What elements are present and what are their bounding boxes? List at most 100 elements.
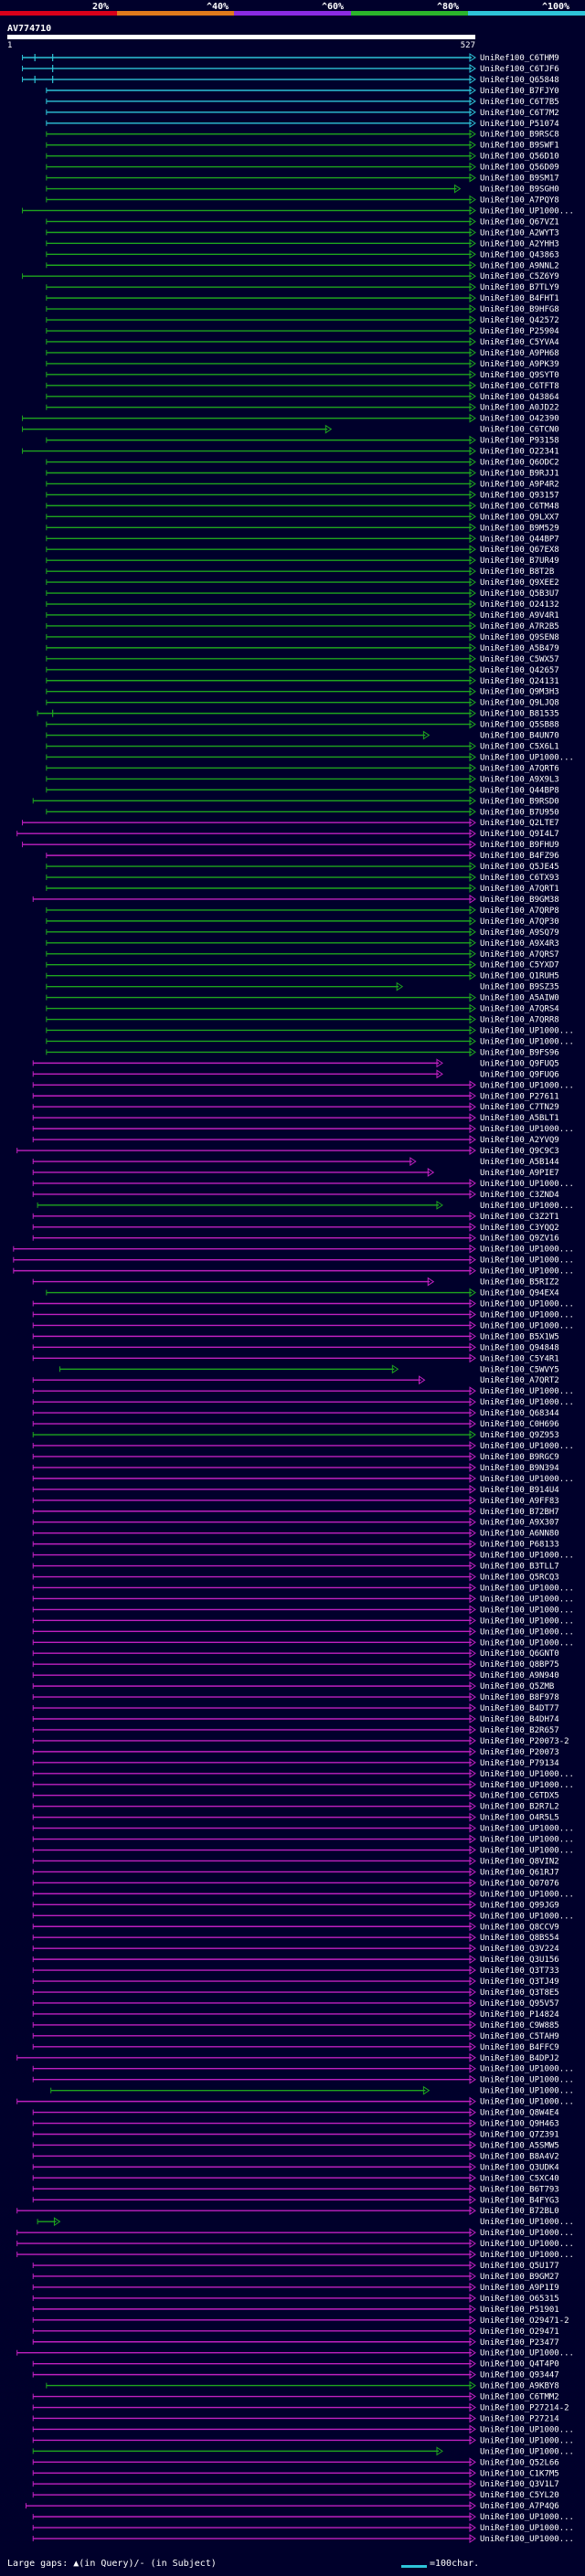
hit-row[interactable]: UniRef100_C5Y4R1 <box>32 1353 559 1363</box>
hit-row[interactable]: UniRef100_O29471 <box>32 2326 559 2337</box>
hit-row[interactable]: UniRef100_B4DH74 <box>32 1714 559 1724</box>
hit-label[interactable]: UniRef100_Q3T8E5 <box>480 1988 559 1998</box>
hit-label[interactable]: UniRef100_UP1000... <box>480 1606 574 1615</box>
hit-label[interactable]: UniRef100_Q52L66 <box>480 2458 559 2467</box>
hit-label[interactable]: UniRef100_UP1000... <box>480 1627 574 1637</box>
hit-row[interactable]: UniRef100_A7PQY8 <box>46 195 559 205</box>
hit-label[interactable]: UniRef100_UP1000... <box>480 1180 574 1189</box>
hit-row[interactable]: UniRef100_Q65848 <box>22 74 559 85</box>
hit-label[interactable]: UniRef100_C5YL20 <box>480 2491 559 2500</box>
hit-label[interactable]: UniRef100_C5XC40 <box>480 2174 559 2183</box>
hit-label[interactable]: UniRef100_Q9ZV16 <box>480 1235 559 1244</box>
hit-row[interactable]: UniRef100_B4FHT1 <box>46 293 559 303</box>
hit-row[interactable]: UniRef100_UP1000... <box>32 1441 574 1451</box>
hit-row[interactable]: UniRef100_UP1000... <box>32 1638 574 1648</box>
hit-label[interactable]: UniRef100_A7P4Q6 <box>480 2502 559 2511</box>
hit-label[interactable]: UniRef100_B3TLL7 <box>480 1563 559 1572</box>
hit-row[interactable]: UniRef100_Q5RCQ3 <box>32 1572 559 1583</box>
hit-row[interactable]: UniRef100_Q44BP8 <box>46 785 559 795</box>
hit-label[interactable]: UniRef100_O65315 <box>480 2295 559 2304</box>
hit-label[interactable]: UniRef100_B9SGH0 <box>480 186 559 195</box>
hit-label[interactable]: UniRef100_UP1000... <box>480 1387 574 1396</box>
hit-row[interactable]: UniRef100_UP1000... <box>32 1616 574 1626</box>
hit-label[interactable]: UniRef100_P27214 <box>480 2414 559 2423</box>
hit-label[interactable]: UniRef100_Q95V57 <box>480 1999 559 2009</box>
hit-row[interactable]: UniRef100_A9KBY8 <box>46 2380 559 2391</box>
hit-label[interactable]: UniRef100_Q42657 <box>480 666 559 675</box>
hit-row[interactable]: UniRef100_A7P4Q6 <box>25 2501 559 2511</box>
hit-label[interactable]: UniRef100_C5WX57 <box>480 655 559 664</box>
hit-label[interactable]: UniRef100_C6TX93 <box>480 874 559 883</box>
hit-row[interactable]: UniRef100_A9SQ79 <box>46 927 559 938</box>
hit-label[interactable]: UniRef100_B4DT77 <box>480 1704 559 1713</box>
hit-label[interactable]: UniRef100_UP1000... <box>480 207 574 216</box>
hit-label[interactable]: UniRef100_B9GM27 <box>480 2273 559 2282</box>
hit-row[interactable]: UniRef100_P23477 <box>32 2337 559 2348</box>
hit-label[interactable]: UniRef100_UP1000... <box>480 1267 574 1277</box>
hit-row[interactable]: UniRef100_Q9XEE2 <box>46 578 559 588</box>
hit-row[interactable]: UniRef100_UP1000... <box>46 1036 574 1046</box>
hit-label[interactable]: UniRef100_O22341 <box>480 448 559 457</box>
hit-row[interactable]: UniRef100_Q3U156 <box>32 1955 559 1965</box>
hit-row[interactable]: UniRef100_O42390 <box>22 413 559 424</box>
hit-row[interactable]: UniRef100_C6TDX5 <box>32 1790 559 1801</box>
hit-row[interactable]: UniRef100_UP1000... <box>32 1594 574 1604</box>
hit-label[interactable]: UniRef100_Q7Z391 <box>480 2131 559 2140</box>
hit-label[interactable]: UniRef100_A6NN80 <box>480 1530 559 1539</box>
hit-row[interactable]: UniRef100_C6TCN0 <box>22 424 559 435</box>
hit-row[interactable]: UniRef100_Q9SEN8 <box>46 631 559 642</box>
hit-label[interactable]: UniRef100_B9RSC8 <box>480 131 559 140</box>
hit-row[interactable]: UniRef100_UP1000... <box>32 1473 574 1484</box>
hit-label[interactable]: UniRef100_A2YHH3 <box>480 239 559 249</box>
hit-row[interactable]: UniRef100_B9N394 <box>32 1462 559 1473</box>
hit-row[interactable]: UniRef100_P79134 <box>32 1757 559 1768</box>
hit-row[interactable]: UniRef100_Q8BP75 <box>32 1659 559 1670</box>
hit-row[interactable]: UniRef100_UP1000... <box>16 2250 574 2260</box>
hit-label[interactable]: UniRef100_C5Z6Y9 <box>480 272 559 281</box>
hit-row[interactable]: UniRef100_B9SM17 <box>46 173 559 184</box>
hit-row[interactable]: UniRef100_C3ZND4 <box>32 1189 559 1200</box>
hit-label[interactable]: UniRef100_C5Y4R1 <box>480 1354 559 1363</box>
hit-label[interactable]: UniRef100_Q6ODC2 <box>480 459 559 468</box>
hit-label[interactable]: UniRef100_UP1000... <box>480 2098 574 2107</box>
hit-label[interactable]: UniRef100_P51074 <box>480 120 559 129</box>
hit-row[interactable]: UniRef100_P27611 <box>32 1091 559 1101</box>
hit-row[interactable]: UniRef100_P25904 <box>46 326 559 336</box>
hit-row[interactable]: UniRef100_B9GM27 <box>32 2272 559 2282</box>
hit-label[interactable]: UniRef100_B4UN70 <box>480 732 559 741</box>
hit-row[interactable]: UniRef100_A9V4R1 <box>46 610 559 620</box>
hit-row[interactable]: UniRef100_Q5U177 <box>32 2261 559 2271</box>
hit-label[interactable]: UniRef100_B2R657 <box>480 1726 559 1735</box>
hit-label[interactable]: UniRef100_UP1000... <box>480 1398 574 1407</box>
hit-label[interactable]: UniRef100_Q9FUQ6 <box>480 1070 559 1079</box>
hit-label[interactable]: UniRef100_O29471 <box>480 2327 559 2337</box>
hit-row[interactable]: UniRef100_Q94848 <box>32 1342 559 1352</box>
hit-label[interactable]: UniRef100_Q94EX4 <box>480 1289 559 1299</box>
hit-row[interactable]: UniRef100_UP1000... <box>50 2085 574 2096</box>
hit-label[interactable]: UniRef100_Q4T4P0 <box>480 2360 559 2369</box>
hit-label[interactable]: UniRef100_B9RGC9 <box>480 1453 559 1462</box>
hit-row[interactable]: UniRef100_C5X6L1 <box>46 741 559 752</box>
hit-row[interactable]: UniRef100_A9FF83 <box>32 1495 559 1506</box>
hit-label[interactable]: UniRef100_C5YVA4 <box>480 338 559 347</box>
hit-row[interactable]: UniRef100_UP1000... <box>32 1124 574 1134</box>
hit-label[interactable]: UniRef100_P20073-2 <box>480 1737 569 1746</box>
hit-label[interactable]: UniRef100_A7QRT6 <box>480 764 559 773</box>
hit-label[interactable]: UniRef100_A0JD22 <box>480 404 559 413</box>
hit-label[interactable]: UniRef100_B9SZ35 <box>480 983 559 992</box>
hit-row[interactable]: UniRef100_Q3V224 <box>32 1944 559 1954</box>
hit-label[interactable]: UniRef100_C6T7M2 <box>480 109 559 118</box>
hit-row[interactable]: UniRef100_UP1000... <box>32 1779 574 1790</box>
hit-row[interactable]: UniRef100_B6T793 <box>32 2184 559 2194</box>
hit-label[interactable]: UniRef100_P27611 <box>480 1092 559 1101</box>
hit-row[interactable]: UniRef100_UP1000... <box>13 1244 574 1255</box>
hit-label[interactable]: UniRef100_A7PQY8 <box>480 196 559 205</box>
hit-row[interactable]: UniRef100_A7QRT1 <box>46 884 559 894</box>
hit-row[interactable]: UniRef100_C6TJF6 <box>22 64 559 74</box>
hit-label[interactable]: UniRef100_B9N394 <box>480 1464 559 1473</box>
hit-row[interactable]: UniRef100_C5WX57 <box>46 653 559 664</box>
hit-row[interactable]: UniRef100_Q8VIN2 <box>32 1856 559 1866</box>
hit-label[interactable]: UniRef100_UP1000... <box>480 1202 574 1211</box>
hit-row[interactable]: UniRef100_Q3UDK4 <box>32 2162 559 2172</box>
hit-row[interactable]: UniRef100_C5YVA4 <box>46 337 559 347</box>
